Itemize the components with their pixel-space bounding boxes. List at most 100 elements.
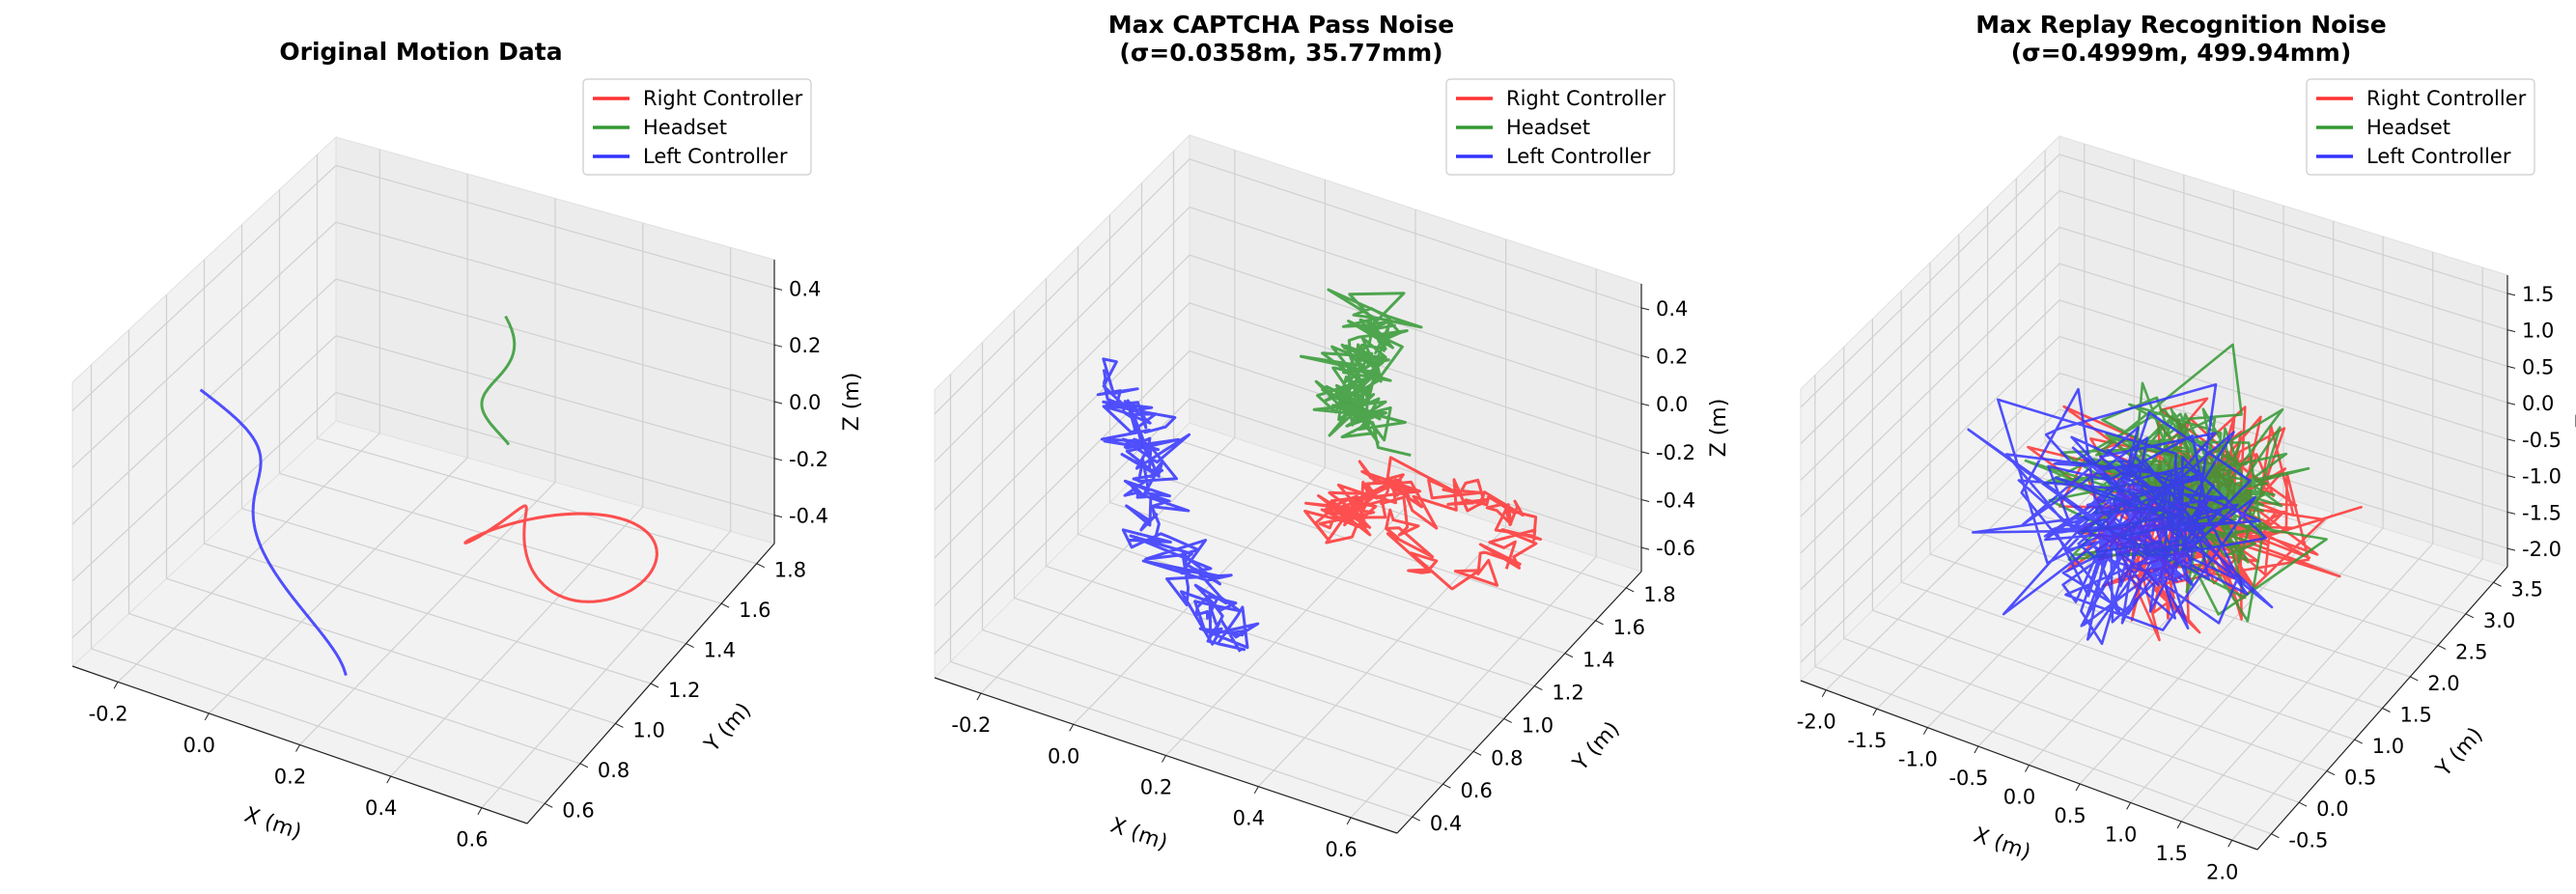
series-group [1096, 288, 1543, 653]
legend: Right Controller Headset Left Controller [582, 78, 812, 176]
y-gridline [278, 189, 722, 604]
x-gridline [481, 247, 732, 809]
x-gridline [390, 222, 644, 777]
z-tick [2506, 475, 2516, 479]
left-controller-line [1096, 357, 1260, 653]
y-tick [2271, 833, 2280, 839]
y-tick [1503, 717, 1512, 723]
z-tick [773, 458, 783, 461]
legend-box [1445, 78, 1675, 176]
z-gridline [1800, 335, 2508, 591]
y-tick [2465, 613, 2475, 619]
y-tick-label: 1.2 [668, 679, 700, 702]
y-tick [686, 643, 694, 649]
z-gridline [1800, 408, 2508, 663]
z-tick-label: -1.0 [2522, 465, 2562, 489]
y-tick [1412, 816, 1421, 822]
y-gridline [240, 224, 686, 645]
y-tick [2410, 676, 2419, 682]
z-gridline [934, 349, 1642, 606]
legend: Right Controller Headset Left Controller [1445, 78, 1675, 176]
y-tick [615, 722, 624, 728]
x-tick [2176, 821, 2182, 829]
y-gridline [1077, 246, 1535, 687]
y-tick-label: 3.0 [2483, 609, 2515, 632]
z-tick-label: -0.2 [789, 448, 828, 471]
x-gridline [2180, 252, 2434, 823]
y-gridline [1843, 347, 2300, 803]
y-gridline [949, 374, 1413, 818]
y-tick-label: 2.0 [2427, 672, 2459, 695]
y-tick [579, 763, 589, 768]
y-tick [2326, 770, 2336, 776]
x-tick-label: 0.2 [1140, 776, 1172, 799]
z-tick-label: -0.5 [2522, 429, 2562, 452]
x-gridline [2130, 237, 2384, 803]
panel-3: -2.0 -1.5 -1.0 -0.5 0.0 0.5 1.0 1.5 2.0 -0.5 0.0 0.… [1797, 11, 2576, 883]
y-gridline [1900, 291, 2355, 740]
left-controller-line [1967, 382, 2274, 646]
y-tick-label: 1.5 [2400, 704, 2432, 727]
z-gridline [71, 164, 775, 411]
legend-right-controller-label: Right Controller [1506, 87, 1666, 110]
z-gridline [71, 278, 775, 525]
x-axis-label: X (m) [1971, 824, 2034, 865]
left-controller-line [199, 388, 348, 676]
y-tick [545, 802, 553, 808]
y-gridline [981, 342, 1443, 785]
z-tick [1640, 451, 1650, 455]
legend-headset-label: Headset [643, 116, 727, 139]
x-gridline [2079, 221, 2335, 785]
headset-line [1299, 288, 1423, 458]
x-gridline [2231, 267, 2483, 841]
right-controller-line [463, 504, 658, 603]
x-tick [1872, 708, 1878, 716]
y-tick [1564, 653, 1574, 658]
z-tick-label: 0.5 [2522, 355, 2554, 378]
z-tick-label: -1.5 [2522, 501, 2562, 524]
x-tick [113, 682, 119, 689]
y-tick [2382, 708, 2391, 712]
x-tick-label: -0.5 [1948, 767, 1988, 790]
y-tick-label: 0.4 [1430, 812, 1462, 835]
y-tick-label: 0.6 [562, 798, 594, 822]
x-tick [477, 807, 483, 815]
z-tick [1640, 546, 1650, 550]
x-tick [2126, 802, 2132, 810]
x-gridline [980, 150, 1236, 694]
y-tick [1472, 750, 1482, 756]
y-tick-label: 0.5 [2344, 767, 2376, 790]
y-tick-label: 0.6 [1460, 779, 1492, 802]
x-axis-label: X (m) [241, 803, 305, 845]
chart-subtitle: (σ=0.4999m, 499.94mm) [2011, 39, 2352, 67]
y-tick-label: 3.5 [2511, 577, 2543, 601]
y-gridline [1172, 151, 1627, 589]
x-gridline [208, 174, 468, 714]
y-tick-label: 1.6 [739, 599, 770, 622]
z-tick-label: 0.0 [2522, 392, 2554, 415]
z-axis-label: Z (m) [1707, 399, 1731, 458]
y-tick [2298, 801, 2308, 807]
z-tick-label: 0.0 [1656, 393, 1688, 416]
z-axis-label: Z (m) [840, 373, 864, 432]
z-tick [2506, 329, 2516, 333]
z-tick [1640, 307, 1650, 311]
grid [934, 150, 1642, 819]
x-tick [2075, 783, 2081, 792]
y-gridline [1108, 214, 1566, 655]
z-gridline [934, 158, 1642, 415]
x-tick-label: -0.2 [89, 702, 128, 725]
x-tick-label: 1.5 [2155, 842, 2187, 865]
x-gridline [1257, 238, 1507, 788]
y-gridline [1045, 278, 1504, 719]
x-gridline [1073, 180, 1327, 725]
x-tick-label: -1.5 [1847, 729, 1887, 752]
y-tick [720, 602, 730, 608]
x-tick [204, 712, 210, 721]
y-tick-label: 1.2 [1552, 682, 1583, 705]
y-tick-label: 1.4 [704, 639, 736, 662]
x-axis-label: X (m) [1107, 814, 1171, 855]
z-gridline [1800, 299, 2508, 554]
chart-title: Original Motion Data [279, 38, 562, 66]
x-tick [1253, 786, 1259, 794]
